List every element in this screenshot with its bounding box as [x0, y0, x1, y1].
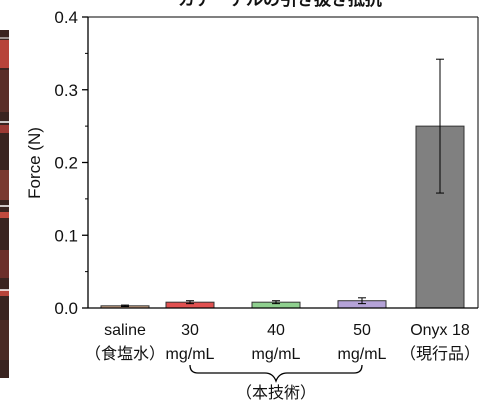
- category-label-line2: mg/mL: [338, 346, 387, 363]
- category-label-line1: saline: [104, 322, 146, 339]
- category-label-line2: （現行品）: [400, 345, 479, 363]
- bars: [100, 125, 465, 309]
- x-axis-labels: saline （食塩水） 30 mg/mL 40 mg/mL 50 mg/mL Onyx 18 （…: [85, 322, 479, 363]
- y-tick-label: 0.4: [54, 8, 78, 27]
- category-label-line2: （食塩水）: [85, 345, 165, 363]
- y-axis-title: Force (N): [25, 127, 44, 199]
- error-bars: [121, 58, 444, 308]
- y-axis-ticks: 0.0 0.1 0.2 0.3 0.4: [54, 8, 88, 318]
- y-tick-label: 0.0: [54, 299, 78, 318]
- category-label-line1: 40: [267, 322, 285, 339]
- chart-title: カテーテルの引き抜き抵抗: [178, 0, 382, 9]
- category-label-line1: Onyx 18: [410, 322, 470, 339]
- category-label-line1: 50: [353, 322, 371, 339]
- left-photo-panel: [0, 30, 9, 378]
- y-tick-label: 0.1: [54, 226, 78, 245]
- group-label: （本技術）: [236, 384, 316, 402]
- y-tick-label: 0.2: [54, 154, 78, 173]
- category-label-line2: mg/mL: [166, 346, 215, 363]
- plot-frame: [87, 16, 479, 309]
- y-tick-label: 0.3: [54, 81, 78, 100]
- group-brace: [189, 364, 363, 383]
- category-label-line1: 30: [181, 322, 199, 339]
- category-label-line2: mg/mL: [252, 346, 301, 363]
